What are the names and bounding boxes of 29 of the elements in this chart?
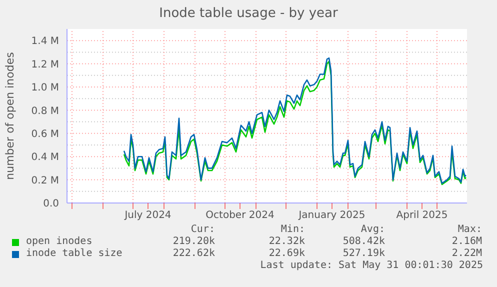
text: Min: (280, 224, 305, 235)
y-tick-label: 0.8 M (31, 106, 59, 117)
y-tick-label: 1.0 M (31, 82, 59, 94)
text: Cur: (190, 224, 215, 235)
text: 219.20k (172, 236, 215, 247)
y-tick-label: 0.6 M (31, 128, 59, 140)
text: 2.16M (450, 236, 482, 247)
y-tick-label: 1.4 M (31, 36, 59, 48)
text: 508.42k (342, 236, 385, 247)
x-tick-label: April 2025 (396, 210, 448, 222)
y-tick-label: 0.2 M (31, 175, 59, 186)
legend-label: inode table size (26, 248, 122, 259)
text: 222.62k (172, 248, 215, 259)
legend-label: open inodes (26, 236, 92, 247)
y-tick-label: 1.2 M (31, 59, 59, 70)
chart-title: Inode table usage - by year (158, 6, 339, 21)
y-tick-label: 0.4 M (31, 152, 59, 164)
text: Avg: (360, 224, 385, 235)
x-tick-label: October 2024 (206, 210, 274, 222)
text: 22.32k (268, 236, 305, 247)
y-tick-label: 0.0 (43, 198, 59, 210)
text: Max: (456, 224, 482, 235)
x-tick-label: July 2024 (124, 210, 172, 222)
x-tick-label: January 2025 (298, 210, 366, 222)
text: 527.19k (342, 248, 385, 259)
text: Last update: Sat May 31 00:01:30 2025 (260, 260, 483, 271)
text: 2.22M (450, 248, 482, 259)
text: 22.69k (268, 248, 305, 259)
y-axis-title: number of open inodes (4, 52, 16, 180)
